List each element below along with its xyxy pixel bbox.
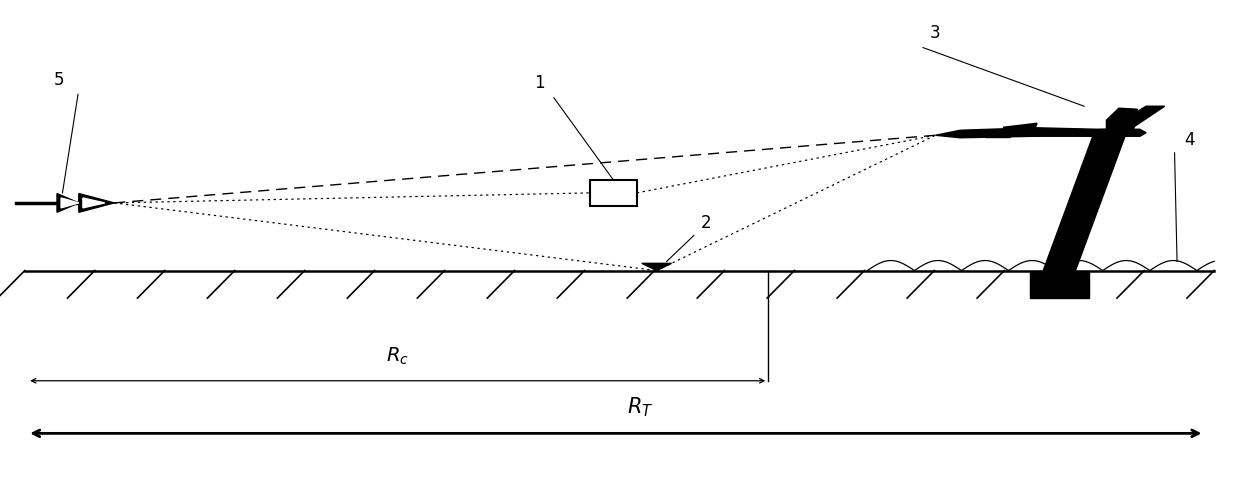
Text: 2: 2 [701, 214, 711, 232]
Polygon shape [1106, 108, 1137, 129]
Bar [1030, 271, 1089, 298]
Polygon shape [1004, 123, 1037, 130]
Bar [590, 180, 637, 206]
Polygon shape [1047, 106, 1165, 135]
Polygon shape [642, 264, 672, 271]
Polygon shape [935, 128, 1146, 138]
Polygon shape [83, 198, 104, 208]
Polygon shape [61, 198, 79, 208]
Text: $R_T$: $R_T$ [627, 396, 654, 419]
Polygon shape [985, 135, 1010, 137]
Polygon shape [79, 193, 114, 212]
Text: 1: 1 [534, 74, 544, 92]
Text: 3: 3 [930, 24, 940, 42]
Text: 5: 5 [55, 71, 64, 89]
Polygon shape [1043, 136, 1125, 271]
Text: $R_c$: $R_c$ [387, 345, 409, 367]
Text: 4: 4 [1184, 131, 1194, 149]
Polygon shape [57, 193, 79, 212]
